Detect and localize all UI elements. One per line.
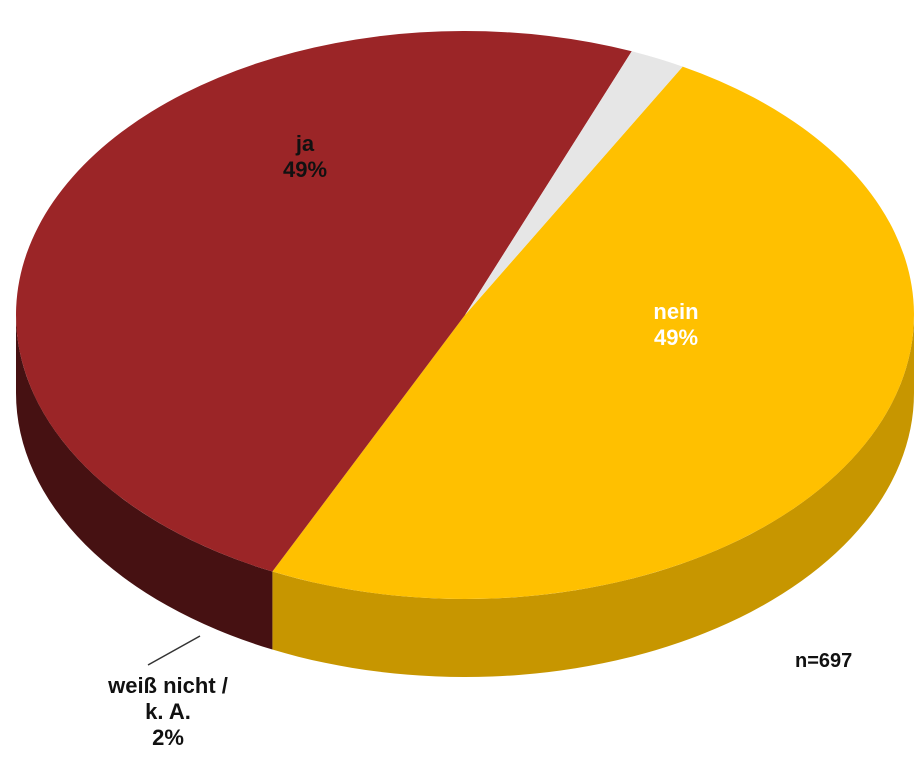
slice xyxy=(465,51,683,315)
slice-side xyxy=(16,315,273,650)
category-name: weiß nicht / k. A. xyxy=(108,673,228,724)
slice xyxy=(15,30,632,572)
value-label: 49% xyxy=(653,325,699,350)
value-label: 49% xyxy=(282,157,328,182)
slice-label: nein 49% xyxy=(576,299,776,351)
sample-size: n=697 xyxy=(795,650,853,672)
slice xyxy=(272,66,914,599)
slice-side xyxy=(272,315,914,677)
slice-label: weiß nicht / k. A. 2% xyxy=(101,673,236,751)
value-label: 2% xyxy=(152,725,184,750)
leader-line xyxy=(147,635,201,666)
category-name: ja xyxy=(295,131,315,156)
slice-label: ja 49% xyxy=(205,131,405,183)
category-name: nein xyxy=(653,299,699,324)
